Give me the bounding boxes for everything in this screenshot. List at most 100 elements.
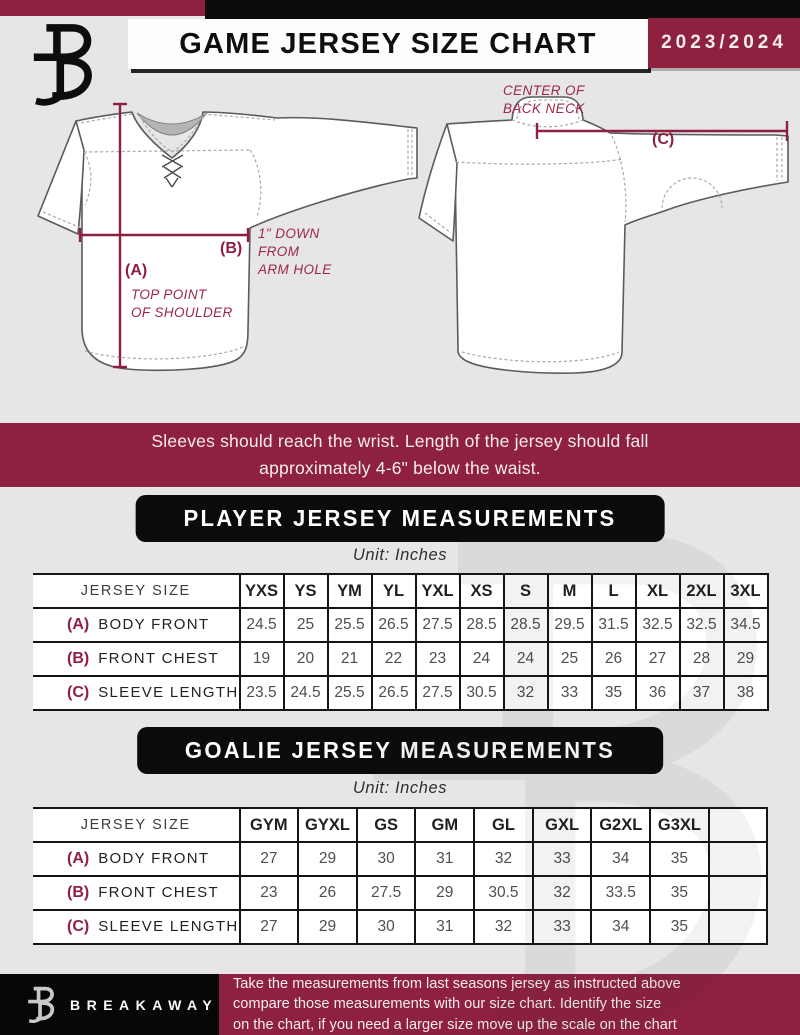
size-value: 25 (282, 607, 329, 643)
measurement-row: (B) FRONT CHEST 23 26 27.5 29 30.5 32 33.5 35 (33, 875, 769, 911)
caption-b-line2: FROM (258, 243, 300, 259)
size-value: 32 (502, 675, 549, 711)
front-jersey-diagram (37, 102, 418, 372)
row-label: FRONT CHEST (98, 650, 219, 667)
size-value: 34.5 (722, 607, 769, 643)
size-column-header: GS (355, 807, 417, 843)
size-value: 27 (238, 909, 300, 945)
size-column-header: 3XL (722, 573, 769, 609)
size-value: 33.5 (590, 875, 652, 911)
measurement-row: (A) BODY FRONT 24.5 25 25.5 26.5 27.5 28.5 28.5 2… (33, 607, 769, 643)
back-jersey-left-sleeve (418, 123, 458, 242)
fit-notice-line2: approximately 4-6" below the waist. (259, 458, 541, 478)
footer-note-line1: Take the measurements from last seasons … (233, 976, 681, 993)
caption-c-line2: BACK NECK (503, 100, 585, 116)
breakaway-logo-icon (33, 24, 92, 106)
measurement-label-cell: (A) BODY FRONT (33, 607, 241, 643)
size-value (707, 909, 769, 945)
title-box: GAME JERSEY SIZE CHART (128, 19, 648, 69)
size-value: 22 (370, 641, 417, 677)
jersey-size-corner-label: JERSEY SIZE (33, 807, 241, 843)
size-value: 28.5 (458, 607, 505, 643)
caption-b-line1: 1" DOWN (258, 226, 320, 241)
size-column-header: YM (326, 573, 373, 609)
size-value: 26.5 (370, 607, 417, 643)
size-value: 26.5 (370, 675, 417, 711)
size-column-header: G3XL (649, 807, 710, 843)
size-column-header: YXS (238, 573, 285, 609)
caption-b: 1" DOWN FROM ARM HOLE (258, 225, 332, 278)
label-c: (C) (652, 131, 675, 148)
measurement-label-cell: (B) FRONT CHEST (33, 641, 241, 677)
measurement-row: (A) BODY FRONT 27 29 30 31 32 33 34 35 (33, 841, 769, 877)
row-key: (B) (67, 650, 90, 667)
size-column-header: GXL (531, 807, 593, 843)
size-value: 31 (414, 909, 476, 945)
size-column-header: YL (370, 573, 417, 609)
elbow-patch-seam (661, 177, 723, 209)
front-jersey-left-sleeve (37, 120, 85, 235)
size-value: 29 (297, 841, 358, 877)
size-value: 28.5 (502, 607, 549, 643)
size-value: 29.5 (546, 607, 593, 643)
caption-b-line3: ARM HOLE (258, 261, 332, 277)
page-title: GAME JERSEY SIZE CHART (179, 27, 597, 60)
size-column-header: GYXL (297, 807, 358, 843)
size-value: 33 (531, 841, 593, 877)
goalie-size-table: JERSEY SIZE GYM GYXL GS GM GL GXL G2XL G3XL (A) BO… (33, 807, 769, 945)
measure-line-b (78, 228, 250, 242)
measurement-label-cell: (A) BODY FRONT (33, 841, 241, 877)
size-value: 25.5 (326, 607, 373, 643)
size-value: 27.5 (414, 607, 461, 643)
size-value: 33 (546, 675, 593, 711)
size-header-row: JERSEY SIZE GYM GYXL GS GM GL GXL G2XL G3XL (33, 807, 769, 843)
size-value: 27 (634, 641, 681, 677)
size-column-header (707, 807, 769, 843)
jersey-size-corner-label: JERSEY SIZE (33, 573, 241, 609)
size-value: 24 (458, 641, 505, 677)
size-value: 26 (297, 875, 358, 911)
row-key: (B) (67, 884, 90, 901)
size-value: 36 (634, 675, 681, 711)
caption-c-line1: CENTER OF (503, 83, 585, 98)
measurement-label-cell: (C) SLEEVE LENGTH (33, 909, 241, 945)
size-value: 32.5 (678, 607, 725, 643)
player-section-title: PLAYER JERSEY MEASUREMENTS (135, 495, 665, 542)
goalie-section-title: GOALIE JERSEY MEASUREMENTS (137, 727, 663, 774)
size-value: 38 (722, 675, 769, 711)
size-value: 29 (722, 641, 769, 677)
size-column-header: GYM (238, 807, 300, 843)
size-value: 32.5 (634, 607, 681, 643)
player-size-table: JERSEY SIZE YXS YS YM YL YXL XS S M L XL 2XL 3XL (A) B… (33, 573, 769, 711)
footer-note-line2: compare those measurements with our size… (233, 996, 662, 1013)
measurement-label-cell: (C) SLEEVE LENGTH (33, 675, 241, 711)
front-jersey-body (75, 111, 418, 372)
size-value: 27 (238, 841, 300, 877)
size-column-header: L (590, 573, 637, 609)
row-label: FRONT CHEST (98, 884, 219, 901)
header-maroon-strip (0, 0, 205, 16)
fit-notice-banner: Sleeves should reach the wrist. Length o… (0, 423, 800, 487)
player-unit-label: Unit: Inches (352, 546, 448, 564)
size-value: 27.5 (355, 875, 417, 911)
size-value: 25.5 (326, 675, 373, 711)
size-value: 23 (238, 875, 300, 911)
size-value: 26 (590, 641, 637, 677)
size-value: 30.5 (458, 675, 505, 711)
goalie-section-title-text: GOALIE JERSEY MEASUREMENTS (184, 737, 616, 763)
size-column-header: YS (282, 573, 329, 609)
collar-inner (136, 112, 208, 136)
size-value: 29 (297, 909, 358, 945)
size-value: 35 (649, 841, 710, 877)
size-column-header: 2XL (678, 573, 725, 609)
size-value (707, 875, 769, 911)
size-value: 31.5 (590, 607, 637, 643)
back-jersey-body (446, 96, 789, 374)
row-label: BODY FRONT (98, 616, 210, 633)
size-column-header: GL (473, 807, 534, 843)
measurement-row: (B) FRONT CHEST 19 20 21 22 23 24 24 25 26 27 28 29 (33, 641, 769, 677)
row-label: SLEEVE LENGTH (98, 684, 239, 701)
row-key: (A) (67, 616, 90, 633)
footer-instructions: Take the measurements from last seasons … (219, 974, 800, 1035)
